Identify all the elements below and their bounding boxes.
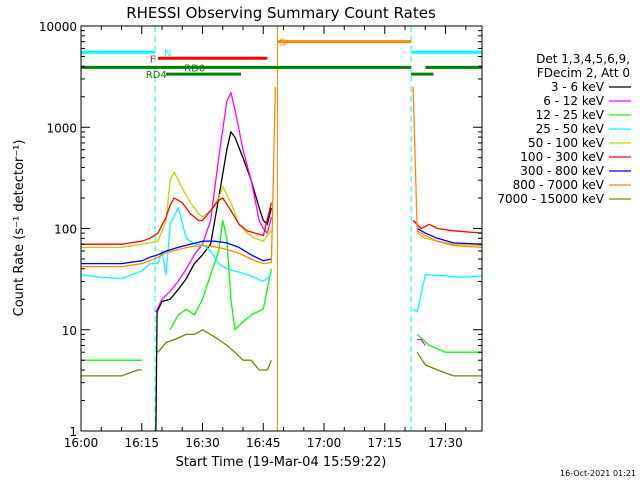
x-tick-label: 16:45 <box>246 436 281 450</box>
state-label-rd0: RD0 <box>184 63 205 74</box>
series-100-300-kev-segment-1 <box>81 197 273 245</box>
y-tick-label: 10000 <box>39 20 77 34</box>
state-label-rd4: RD4 <box>146 70 167 81</box>
series-300-800-kev-segment-1 <box>81 240 272 265</box>
series-lines <box>81 86 482 431</box>
series-6-12-kev-segment-1 <box>155 91 273 313</box>
legend-label-12-25-kev: 12 - 25 keV <box>536 108 605 122</box>
series-25-50-kev-segment-1 <box>81 207 272 283</box>
legend: Det 1,3,4,5,6,9,FDecim 2, Att 03 - 6 keV… <box>497 52 631 206</box>
y-tick-label: 10 <box>62 324 77 338</box>
state-label-f: F <box>150 54 156 65</box>
legend-label-100-300-kev: 100 - 300 keV <box>520 150 604 164</box>
x-tick-label: 17:15 <box>367 436 402 450</box>
x-tick-label: 17:00 <box>307 436 342 450</box>
series-25-50-kev-segment-2 <box>412 274 482 313</box>
x-axis-label: Start Time (19-Mar-04 15:59:22) <box>176 455 387 470</box>
legend-label-50-100-kev: 50 - 100 keV <box>528 136 605 150</box>
x-tick-label: 16:15 <box>124 436 159 450</box>
state-label-n: N <box>164 48 171 59</box>
series-7000-15000-kev-segment-3 <box>416 351 482 377</box>
state-bars: NF S RD0 RD4 <box>81 38 482 81</box>
legend-label-7000-15000-kev: 7000 - 15000 keV <box>497 192 604 206</box>
x-tick-label: 16:00 <box>64 436 99 450</box>
legend-label-6-12-kev: 6 - 12 keV <box>543 94 605 108</box>
series-6-12-kev-segment-2 <box>417 338 426 346</box>
legend-header-line-2: FDecim 2, Att 0 <box>537 66 630 80</box>
y-tick-label: 1000 <box>46 121 77 135</box>
legend-label-300-800-kev: 300 - 800 keV <box>520 164 604 178</box>
series-50-100-kev-segment-1 <box>81 171 272 249</box>
generation-timestamp: 16-Oct-2021 01:21 <box>560 469 636 478</box>
series-800-7000-kev-segment-2 <box>412 86 482 249</box>
x-tick-label: 16:30 <box>185 436 220 450</box>
series-100-300-kev-segment-2 <box>412 220 482 234</box>
state-label-s: S <box>279 38 285 49</box>
series-7000-15000-kev-segment-1 <box>81 369 142 377</box>
legend-label-25-50-kev: 25 - 50 keV <box>536 122 605 136</box>
series-12-25-kev-segment-3 <box>416 333 482 353</box>
x-tick-label: 17:30 <box>428 436 463 450</box>
legend-header-line-1: Det 1,3,4,5,6,9, <box>536 52 630 66</box>
legend-label-800-7000-kev: 800 - 7000 keV <box>513 178 605 192</box>
y-tick-label: 100 <box>54 223 77 237</box>
chart-title: RHESSI Observing Summary Count Rates <box>126 4 436 22</box>
series-800-7000-kev-segment-1 <box>81 86 277 268</box>
legend-label-3-6-kev: 3 - 6 keV <box>551 80 605 94</box>
series-7000-15000-kev-segment-2 <box>157 329 272 371</box>
y-tick-label: 1 <box>69 425 77 439</box>
y-axis-label: Count Rate (s⁻¹ detector⁻¹) <box>12 140 27 317</box>
axes: 16:00 16:15 16:30 16:45 17:00 17:15 17:30 1 10 10… <box>39 20 482 450</box>
series-300-800-kev-segment-2 <box>416 227 482 245</box>
series-12-25-kev-segment-2 <box>169 219 273 331</box>
